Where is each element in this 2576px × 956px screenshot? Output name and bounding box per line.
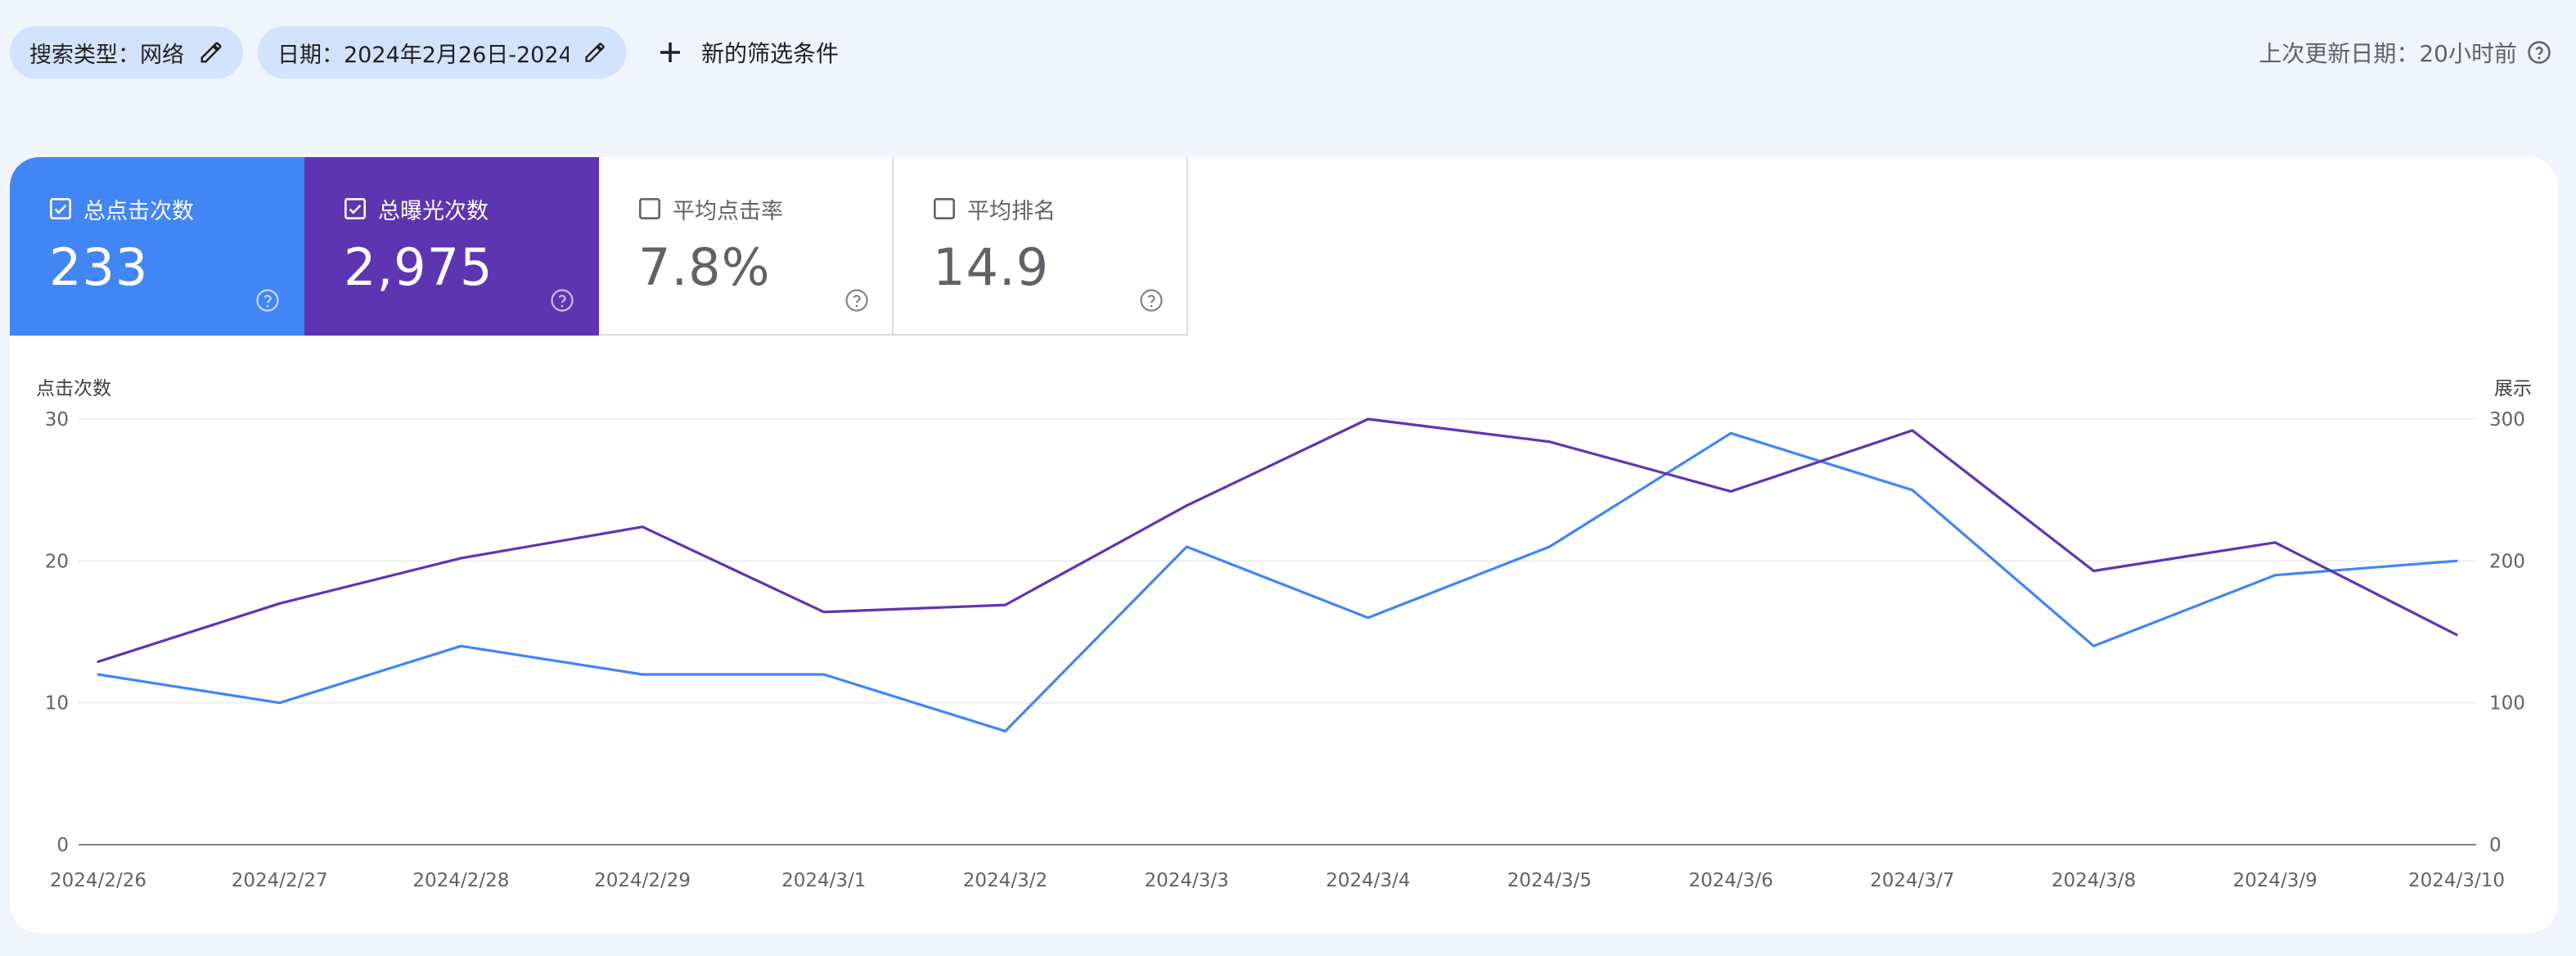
y-left-tick-label: 0 [56,835,69,856]
last-updated-text: 上次更新日期：20小时前 [2259,40,2517,67]
x-tick-label: 2024/3/5 [1507,870,1592,891]
filter-bar: 搜索类型：网络 日期：2024年2月26日-2024… 新的筛选条件 [10,26,855,79]
y-right-tick-label: 300 [2489,409,2525,431]
metric-label-row: 总曝光次数 [344,196,599,224]
x-axis-labels: 2024/2/26 2024/2/27 2024/2/28 2024/2/29 2024… [50,870,2505,891]
date-range-chip-label: 日期：2024年2月26日-2024… [277,42,569,68]
metric-label: 平均点击率 [673,198,783,224]
help-icon[interactable] [2527,40,2551,65]
x-tick-label: 2024/3/10 [2408,870,2505,891]
metric-label: 总曝光次数 [378,198,489,224]
series-line-clicks[interactable] [97,431,2458,733]
metric-average-position[interactable]: 平均排名 14.9 [894,157,1188,336]
checkbox-checked-icon[interactable] [49,197,72,220]
metric-value: 7.8% [638,237,771,297]
y-left-tick-label: 30 [45,409,69,431]
x-tick-label: 2024/3/6 [1689,870,1773,891]
x-tick-label: 2024/3/1 [781,870,866,891]
help-icon[interactable] [844,288,869,313]
search-type-chip[interactable]: 搜索类型：网络 [10,26,243,79]
y-left-tick-label: 20 [45,551,69,572]
x-tick-label: 2024/2/29 [594,870,691,891]
y-axis-right: 0 100 200 300 [2489,409,2525,856]
help-icon[interactable] [550,288,574,313]
performance-card: 总点击次数 233 总曝光次数 2,975 [10,157,2558,933]
y-right-tick-label: 100 [2489,693,2525,715]
chart-gridlines [79,418,2476,846]
metric-label-row: 平均排名 [933,196,1187,224]
metric-tabs: 总点击次数 233 总曝光次数 2,975 [10,157,1188,336]
metric-total-clicks[interactable]: 总点击次数 233 [10,157,304,336]
date-range-chip[interactable]: 日期：2024年2月26日-2024… [258,26,626,79]
last-updated: 上次更新日期：20小时前 [2259,26,2551,79]
x-tick-label: 2024/2/27 [232,870,328,891]
x-tick-label: 2024/2/26 [50,870,146,891]
x-tick-label: 2024/3/9 [2233,870,2317,891]
help-icon[interactable] [1139,288,1164,313]
metric-value: 14.9 [933,237,1050,297]
metric-label-row: 平均点击率 [638,196,892,224]
checkbox-unchecked-icon[interactable] [933,197,956,220]
plus-icon [660,43,680,62]
x-tick-label: 2024/2/28 [412,870,509,891]
x-tick-label: 2024/3/7 [1870,870,1954,891]
chart-series [97,417,2458,733]
checkbox-checked-icon[interactable] [344,197,367,220]
x-tick-label: 2024/3/8 [2051,870,2136,891]
checkbox-unchecked-icon[interactable] [638,197,661,220]
metric-average-ctr[interactable]: 平均点击率 7.8% [599,157,894,336]
pencil-icon[interactable] [199,40,223,65]
metric-value: 2,975 [344,237,493,297]
y-axis-left: 0 10 20 30 [45,409,69,856]
metric-label: 平均排名 [967,198,1056,224]
y-right-tick-label: 200 [2489,551,2525,572]
metric-total-impressions[interactable]: 总曝光次数 2,975 [304,157,599,336]
pencil-icon[interactable] [583,40,606,65]
search-type-chip-label: 搜索类型：网络 [29,42,184,68]
series-line-impressions[interactable] [97,417,2458,664]
y-axis-left-title: 点击次数 [36,378,111,399]
y-axis-right-title: 展示 [2494,378,2532,399]
metric-label-row: 总点击次数 [49,196,304,224]
help-icon[interactable] [255,288,280,313]
metric-value: 233 [49,237,149,297]
new-filter-button[interactable]: 新的筛选条件 [641,26,855,79]
metric-label: 总点击次数 [83,198,194,224]
x-tick-label: 2024/3/3 [1144,870,1228,891]
new-filter-label: 新的筛选条件 [701,40,840,67]
y-left-tick-label: 10 [45,693,69,715]
y-right-tick-label: 0 [2489,835,2502,856]
x-tick-label: 2024/3/4 [1326,870,1410,891]
x-tick-label: 2024/3/2 [963,870,1047,891]
